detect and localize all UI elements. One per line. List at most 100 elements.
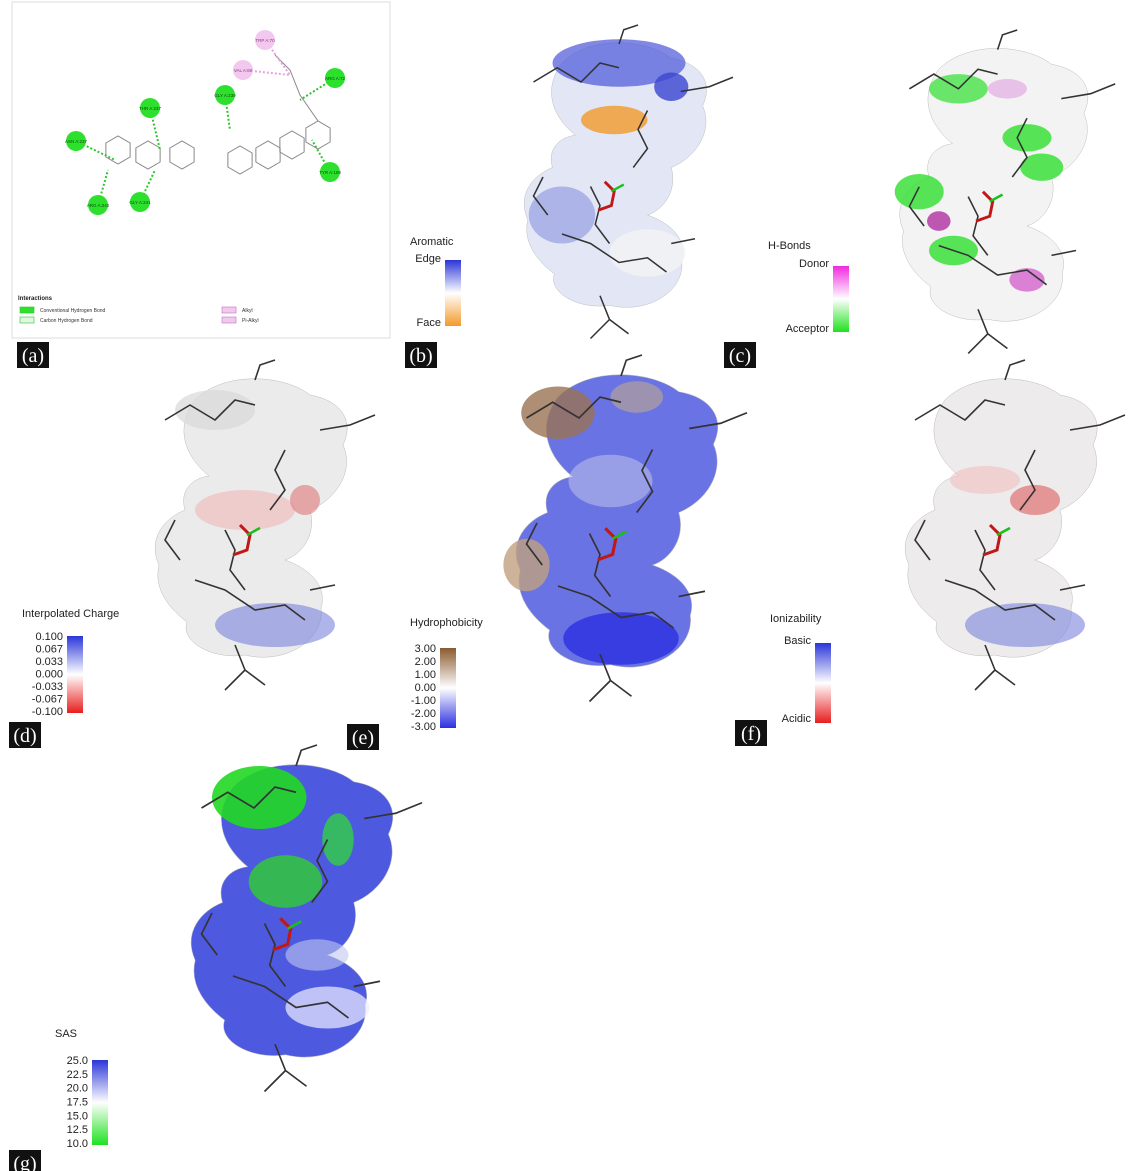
stick (610, 320, 629, 334)
surface-patch (988, 79, 1027, 99)
legend-item: Carbon Hydrogen Bond (40, 318, 93, 324)
legend-swatch (222, 307, 236, 313)
legend-bottom: Face (417, 317, 441, 329)
surface-patch (1003, 124, 1052, 151)
surface-patch (215, 603, 335, 647)
residue-label: GLY A:239 (214, 93, 236, 98)
panel-label: (g) (13, 1153, 36, 1171)
legend-tick: 3.00 (415, 643, 436, 655)
legend-tick: 22.5 (67, 1069, 88, 1081)
stick (998, 30, 1018, 50)
legend-tick: -1.00 (411, 695, 436, 707)
legend-tick: 0.033 (35, 656, 63, 668)
color-bar (445, 260, 461, 326)
legend-tick: 2.00 (415, 656, 436, 668)
legend-swatch (20, 307, 34, 313)
surface-patch (895, 174, 944, 209)
legend-tick: 12.5 (67, 1124, 88, 1136)
legend-title: Interactions (18, 296, 53, 302)
legend-title: Hydrophobicity (410, 617, 483, 629)
legend-tick: 0.000 (35, 669, 63, 681)
molecule-surface (905, 360, 1125, 690)
molecule-surface (191, 745, 422, 1092)
legend-tick: 0.00 (415, 682, 436, 694)
legend-swatch (20, 317, 34, 323)
stick (1005, 360, 1025, 380)
molecule-surface (895, 30, 1115, 353)
figure-canvas: TRP A:70 VAL A:69 ARG A:72 THR A:237 GLY A:2… (0, 0, 1128, 1171)
legend-tick: 10.0 (67, 1138, 88, 1150)
legend-item: Pi-Alkyl (242, 318, 259, 324)
panel-label: (a) (22, 345, 44, 367)
stick (995, 670, 1015, 685)
surface-patch (611, 381, 664, 413)
legend-tick: 17.5 (67, 1097, 88, 1109)
color-bar (67, 636, 83, 713)
surface-patch (529, 187, 596, 244)
legend-tick: -2.00 (411, 708, 436, 720)
residue-label: GLY A:241 (129, 200, 151, 205)
legend-tick: -0.067 (32, 694, 63, 706)
legend-top: Edge (415, 253, 441, 265)
legend-swatch (222, 317, 236, 323)
residue-label: ASN A:237 (65, 139, 88, 144)
surface-patch (569, 455, 653, 508)
legend-tick: -3.00 (411, 721, 436, 733)
panel-label: (c) (729, 345, 751, 367)
legend-bottom: Acceptor (786, 323, 830, 335)
molecule-surface (524, 25, 733, 339)
molecule-surface (155, 360, 375, 690)
legend-title: H-Bonds (768, 240, 811, 252)
surface-patch (563, 612, 679, 665)
panel-label: (d) (13, 725, 36, 747)
molecule-surface (503, 355, 747, 702)
residue-label: VAL A:69 (234, 68, 253, 73)
color-bar (440, 648, 456, 728)
stick (255, 360, 275, 380)
legend-tick: -0.100 (32, 706, 63, 718)
surface-patch (249, 855, 323, 908)
legend-item: Conventional Hydrogen Bond (40, 308, 106, 314)
surface-patch (286, 939, 349, 971)
color-bar (92, 1060, 108, 1145)
legend-tick: 1.00 (415, 669, 436, 681)
surface-patch (212, 766, 307, 829)
stick (286, 1071, 307, 1087)
surface-patch (965, 603, 1085, 647)
residue-label: ARG A:242 (87, 203, 110, 208)
legend-top: Donor (799, 258, 829, 270)
residue-label: ARG A:72 (325, 76, 346, 81)
surface-patch (927, 211, 951, 231)
color-bar (815, 643, 831, 723)
stick (988, 334, 1008, 349)
figure: TRP A:70 VAL A:69 ARG A:72 THR A:237 GLY A:2… (0, 0, 1128, 1171)
surface-patch (654, 73, 688, 102)
stick (296, 745, 317, 766)
surface-patch (290, 485, 320, 515)
legend-tick: 0.100 (35, 631, 63, 643)
surface-patch (503, 539, 549, 592)
color-bar (833, 266, 849, 332)
legend-tick: 0.067 (35, 644, 63, 656)
panel-label: (e) (352, 727, 374, 749)
legend-tick: -0.033 (32, 681, 63, 693)
panel-label: (f) (741, 723, 761, 745)
panel-label: (b) (409, 345, 432, 367)
stick (621, 355, 642, 376)
stick (245, 670, 265, 685)
surface-patch (610, 229, 686, 276)
legend-title: Aromatic (410, 236, 454, 248)
residue-label: TRP A:70 (255, 38, 275, 43)
legend-bottom: Acidic (782, 713, 812, 725)
legend-top: Basic (784, 635, 811, 647)
legend-tick: 20.0 (67, 1083, 88, 1095)
legend-title: Interpolated Charge (22, 608, 119, 620)
surface-patch (175, 390, 255, 430)
stick (611, 681, 632, 697)
surface-patch (950, 466, 1020, 494)
residue-label: THR A:237 (139, 106, 162, 111)
legends: AromaticEdgeFaceH-BondsDonorAcceptorIoni… (9, 236, 849, 1171)
legend-title: SAS (55, 1028, 77, 1040)
legend-item: Alkyl (242, 308, 253, 314)
legend-tick: 15.0 (67, 1110, 88, 1122)
